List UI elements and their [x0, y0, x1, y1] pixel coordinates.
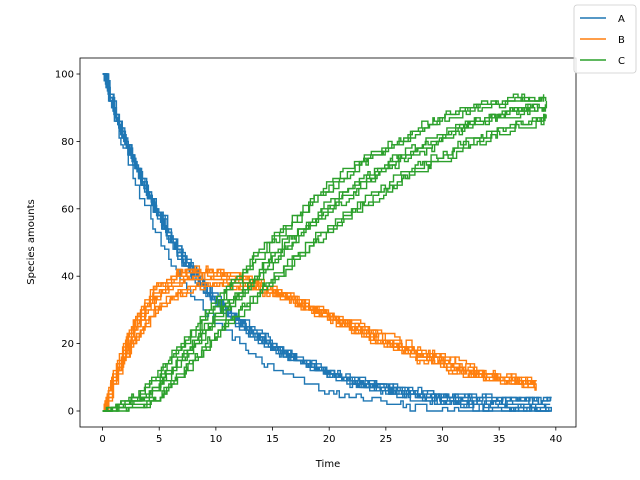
trajectory-a-4: [102, 73, 550, 412]
trajectory-c-10: [102, 101, 548, 412]
x-axis-label: Time: [315, 459, 340, 470]
x-tick-label: 25: [379, 434, 392, 445]
y-tick-label: 20: [61, 339, 74, 350]
x-tick-label: 0: [99, 434, 105, 445]
trajectory-a-10: [102, 73, 552, 412]
legend-label-b: B: [618, 35, 625, 46]
y-tick-label: 40: [61, 272, 74, 283]
x-tick-label: 30: [436, 434, 449, 445]
x-axis-ticks: 0 5 10 15 20 25 30 35 40: [99, 427, 562, 445]
trajectory-a-1: [102, 73, 549, 412]
trajectory-c-9: [102, 114, 547, 412]
y-axis-ticks: 0 20 40 60 80 100: [55, 70, 80, 417]
x-tick-label: 40: [549, 434, 562, 445]
legend-label-c: C: [618, 56, 625, 67]
x-tick-label: 20: [323, 434, 336, 445]
y-tick-label: 60: [61, 204, 74, 215]
x-tick-label: 15: [266, 434, 279, 445]
plot-frame: [79, 57, 577, 428]
y-axis-label: Species amounts: [26, 199, 37, 284]
x-tick-label: 5: [156, 434, 162, 445]
legend: ABC: [573, 4, 637, 74]
x-tick-label: 10: [210, 434, 223, 445]
trajectory-c-8: [102, 93, 547, 412]
y-tick-label: 100: [55, 70, 74, 81]
series-layer: [102, 73, 552, 412]
trajectory-b-10: [102, 265, 537, 412]
y-tick-label: 0: [68, 406, 74, 417]
trajectory-a-9: [102, 73, 552, 405]
x-tick-label: 35: [493, 434, 506, 445]
legend-label-a: A: [618, 14, 625, 25]
y-tick-label: 80: [61, 137, 74, 148]
